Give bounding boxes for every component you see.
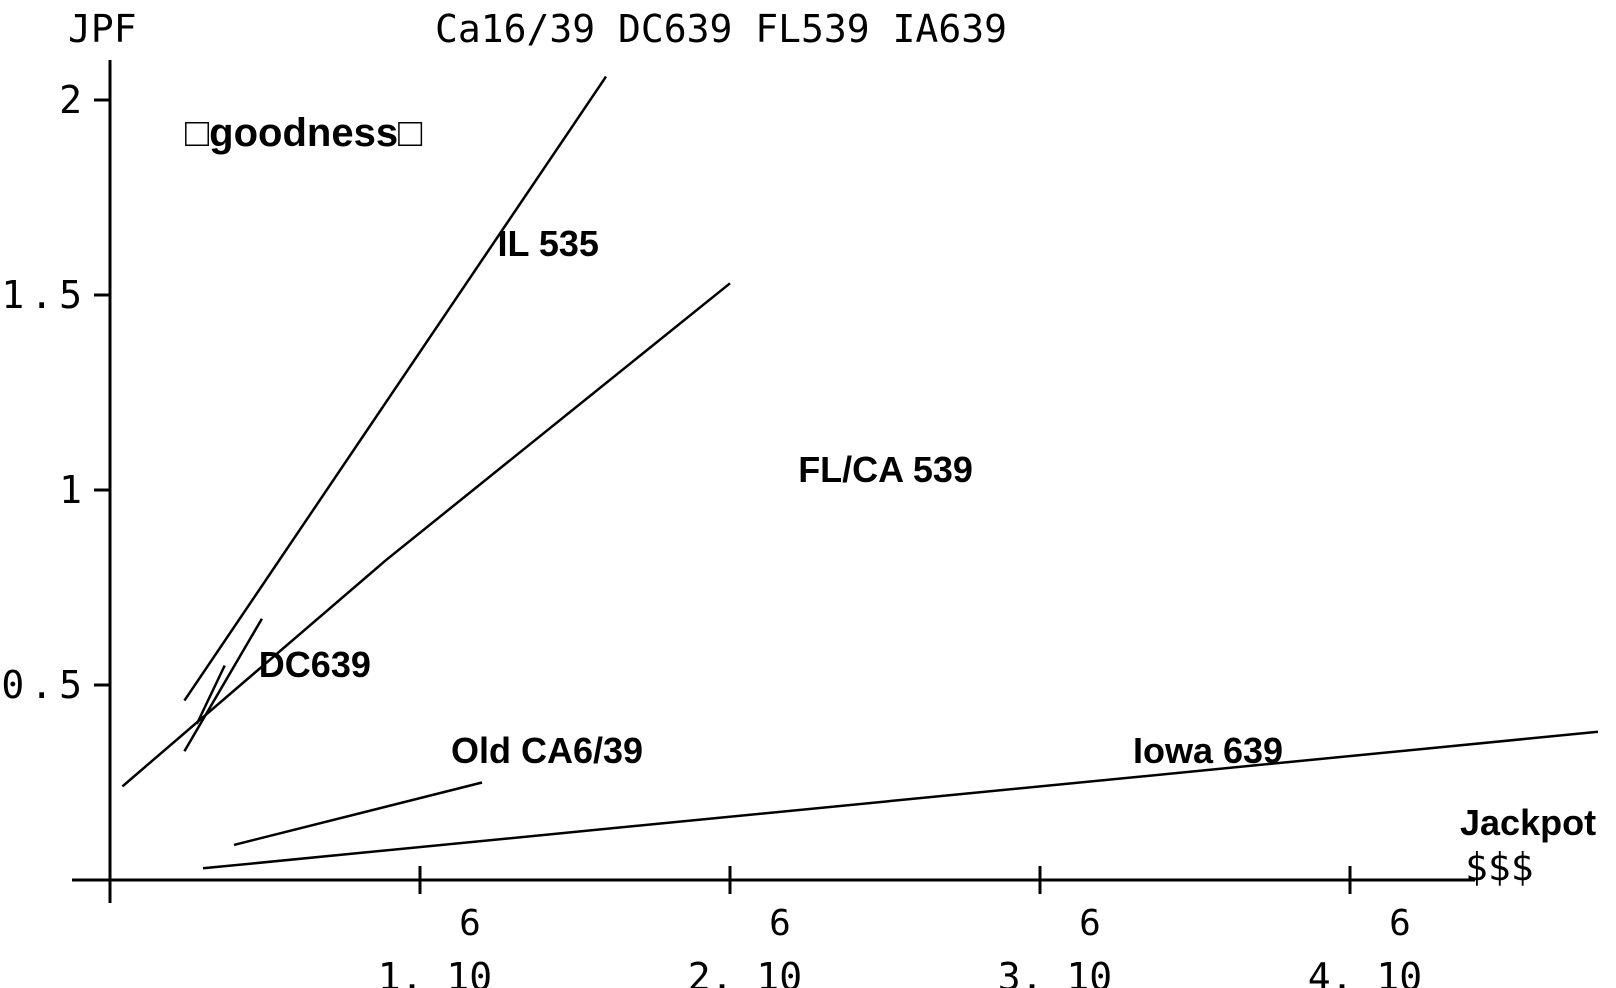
x-axis-label-dollars: $$$ bbox=[1465, 845, 1534, 889]
series-line-3 bbox=[233, 781, 483, 847]
series-layer: IL 535 FL/CA 539 DC639 Old CA6/39 Iowa 639 bbox=[121, 75, 1599, 870]
y-axis-label: JPF bbox=[68, 7, 137, 51]
x-tick-label-2: 3. 10 bbox=[998, 955, 1112, 988]
series-label-0: IL 535 bbox=[498, 223, 599, 264]
series-line-2 bbox=[121, 559, 387, 788]
x-tick-label-3: 4. 10 bbox=[1308, 955, 1422, 988]
x-tick-exponent-3: 6 bbox=[1389, 903, 1411, 944]
series-label-2: DC639 bbox=[259, 644, 371, 685]
x-tick-exponent-0: 6 bbox=[459, 903, 481, 944]
x-tick-label-0: 1. 10 bbox=[378, 955, 492, 988]
labels: JPF Ca16/39 DC639 FL539 IA639 □goodness□… bbox=[68, 7, 1596, 889]
axes: 0.5 1 1.5 2 6 1. 10 6 2. 10 6 3. 10 6 4. 10 bbox=[1, 60, 1475, 988]
x-axis-label-jackpot: Jackpot bbox=[1460, 802, 1596, 843]
y-tick-label-0: 0.5 bbox=[1, 663, 88, 707]
il535-strand-line bbox=[183, 618, 263, 752]
auxiliary-lines bbox=[183, 618, 263, 752]
chart-title: Ca16/39 DC639 FL539 IA639 bbox=[435, 7, 1007, 51]
x-tick-exponent-1: 6 bbox=[769, 903, 791, 944]
y-tick-label-3: 2 bbox=[59, 78, 88, 122]
goodness-annotation: □goodness□ bbox=[185, 111, 422, 155]
series-line-1 bbox=[385, 282, 731, 562]
series-line-4 bbox=[202, 730, 1599, 870]
series-label-3: Old CA6/39 bbox=[451, 730, 643, 771]
x-tick-exponent-2: 6 bbox=[1079, 903, 1101, 944]
series-label-1: FL/CA 539 bbox=[798, 449, 973, 490]
x-tick-label-1: 2. 10 bbox=[688, 955, 802, 988]
y-tick-label-1: 1 bbox=[59, 468, 88, 512]
y-tick-label-2: 1.5 bbox=[1, 273, 88, 317]
series-label-4: Iowa 639 bbox=[1133, 730, 1283, 771]
series-line-0 bbox=[183, 75, 608, 702]
il535-strand-line-2 bbox=[195, 664, 226, 725]
